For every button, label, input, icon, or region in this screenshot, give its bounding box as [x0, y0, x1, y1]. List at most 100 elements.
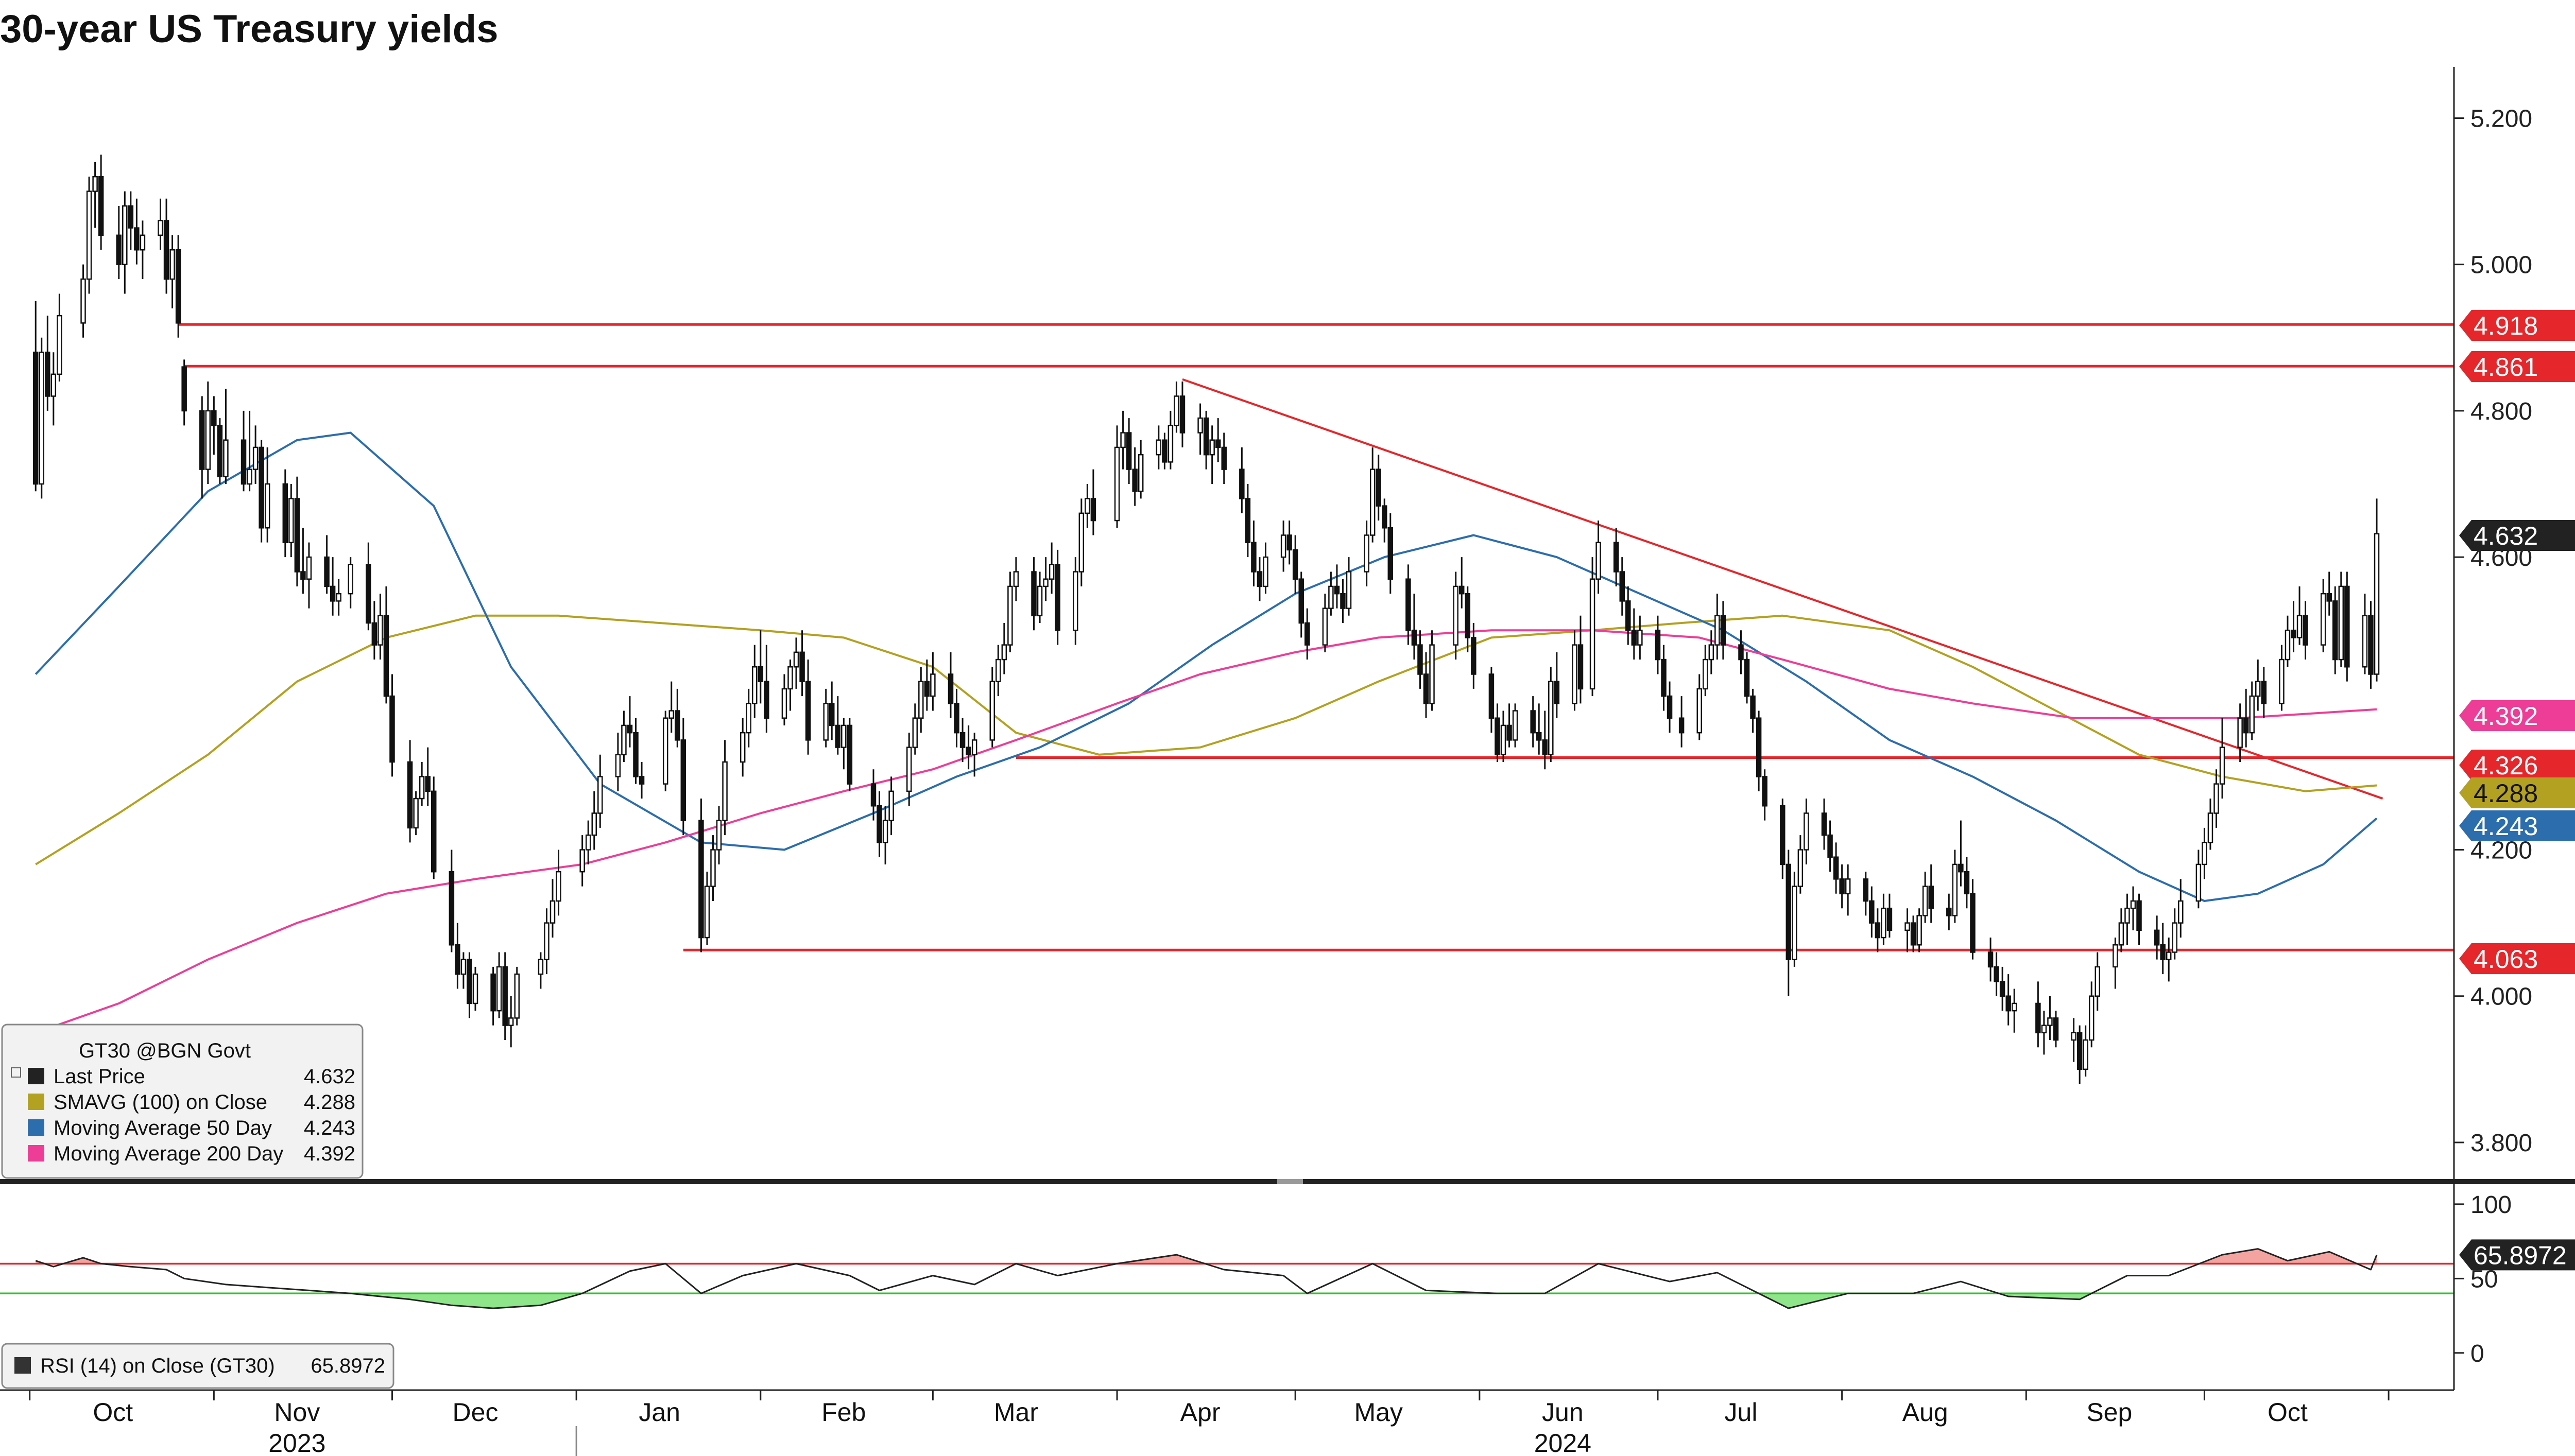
- candle-body: [508, 1017, 514, 1026]
- candle-body: [1780, 805, 1786, 865]
- candle-body: [1631, 629, 1637, 646]
- candle-body: [1821, 812, 1827, 836]
- candle-body: [1405, 578, 1411, 631]
- candle-body: [1536, 732, 1542, 741]
- candle-body: [1625, 600, 1631, 631]
- candle-body: [1120, 432, 1126, 448]
- candle-body: [1471, 637, 1477, 675]
- candle-body: [1500, 724, 1506, 756]
- value-tag: 4.326: [2459, 750, 2575, 781]
- candle-body: [1156, 439, 1162, 456]
- candle-body: [740, 732, 746, 763]
- candle-body: [1952, 863, 1958, 916]
- candle-body: [2362, 615, 2368, 668]
- legend-swatch: [28, 1068, 44, 1084]
- candle-body: [288, 498, 294, 543]
- candle-body: [1340, 593, 1346, 609]
- candle-body: [2213, 783, 2219, 814]
- candle-body: [680, 739, 686, 821]
- candle-body: [205, 410, 211, 470]
- collapse-icon: [11, 1067, 21, 1078]
- candle-body: [746, 703, 751, 734]
- rsi-tick-label: 100: [2470, 1191, 2512, 1219]
- candle-body: [2053, 1017, 2059, 1041]
- candle-body: [1043, 578, 1049, 587]
- candle-body: [1904, 922, 1910, 931]
- value-tag: 4.632: [2459, 520, 2575, 551]
- candle-body: [1655, 629, 1661, 661]
- candle-body: [2076, 1032, 2083, 1070]
- candle-body: [407, 761, 413, 829]
- candle-body: [2255, 681, 2261, 697]
- candle-body: [995, 658, 1001, 682]
- candle-body: [1286, 534, 1292, 551]
- candle-body: [906, 747, 912, 792]
- candle-body: [2291, 629, 2296, 638]
- value-tag-box: [2459, 750, 2575, 781]
- rsi-legend-label: RSI (14) on Close (GT30): [40, 1355, 275, 1377]
- candle-body: [1910, 922, 1916, 946]
- candle-body: [1797, 849, 1804, 887]
- x-month-label: Jul: [1725, 1398, 1758, 1427]
- candle-body: [181, 366, 187, 412]
- legend-item-label: SMAVG (100) on Close: [54, 1091, 267, 1114]
- candle-body: [1376, 469, 1381, 507]
- candle-body: [633, 732, 639, 777]
- candle-body: [1792, 886, 1797, 960]
- candle-body: [413, 798, 419, 829]
- candle-body: [2326, 593, 2332, 602]
- candle-body: [1619, 571, 1625, 602]
- candle-body: [1756, 717, 1762, 777]
- candle-body: [366, 564, 371, 624]
- candle-body: [556, 871, 561, 902]
- candle-body: [1916, 915, 1922, 946]
- candle-body: [128, 205, 134, 229]
- candle-body: [1714, 615, 1720, 646]
- candle-body: [1179, 395, 1186, 434]
- candle-body: [787, 666, 793, 690]
- candle-body: [371, 622, 377, 646]
- candle-body: [1804, 812, 1809, 851]
- candle-body: [1970, 893, 1976, 953]
- x-month-label: Mar: [994, 1398, 1038, 1427]
- candle-body: [2338, 585, 2344, 661]
- candle-body: [829, 703, 835, 726]
- candle-body: [2178, 900, 2184, 924]
- candle-body: [2160, 944, 2166, 960]
- y-tick-label: 3.800: [2470, 1130, 2532, 1157]
- value-tag: 4.063: [2459, 943, 2575, 974]
- candle-body: [2083, 1039, 2088, 1070]
- candle-body: [175, 249, 181, 324]
- candle-body: [57, 315, 62, 375]
- candle-body: [264, 483, 270, 529]
- rsi-legend: RSI (14) on Close (GT30) 65.8972: [1, 1343, 394, 1389]
- candle-body: [223, 439, 229, 478]
- legend-item-value: 4.632: [304, 1065, 355, 1088]
- candle-body: [924, 681, 930, 697]
- candle-body: [50, 373, 57, 397]
- candle-body: [98, 176, 104, 236]
- rsi-line: [35, 1248, 2378, 1309]
- value-tag-box: [2459, 943, 2575, 974]
- candle-body: [1263, 556, 1268, 587]
- candle-body: [1369, 469, 1376, 536]
- candle-body: [1542, 739, 1548, 756]
- legend-item-label: Moving Average 200 Day: [54, 1142, 283, 1165]
- candle-body: [1417, 644, 1423, 675]
- price-panel: [32, 154, 2454, 1084]
- candle-body: [2005, 995, 2011, 1012]
- candle-body: [1013, 571, 1019, 587]
- candle-body: [805, 681, 811, 741]
- candle-body: [912, 717, 918, 748]
- candle-body: [710, 849, 716, 887]
- value-tag-box: [2459, 1239, 2575, 1271]
- x-year-label: 2023: [268, 1429, 325, 1456]
- candle-body: [2303, 615, 2308, 646]
- candle-body: [2124, 907, 2130, 924]
- x-year-label: 2024: [1534, 1429, 1591, 1456]
- candle-body: [1346, 571, 1352, 609]
- candle-body: [870, 783, 877, 807]
- candle-body: [1114, 446, 1120, 522]
- candle-body: [1637, 629, 1643, 646]
- candle-body: [348, 564, 353, 595]
